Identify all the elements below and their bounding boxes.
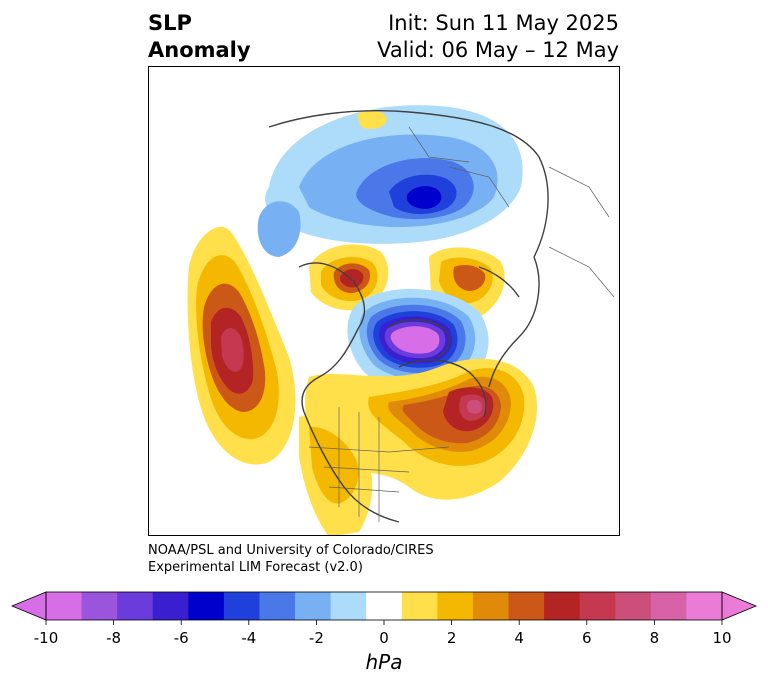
colorbar-segment: [437, 592, 474, 620]
colorbar-segment: [81, 592, 118, 620]
colorbar-segment: [615, 592, 652, 620]
colorbar-segment: [330, 592, 367, 620]
map-canvas: [187, 105, 615, 535]
colorbar: [10, 591, 758, 625]
map-dates: Init: Sun 11 May 2025 Valid: 06 May – 12…: [377, 10, 619, 64]
colorbar-tick-label: 4: [514, 629, 524, 647]
colorbar-segment: [401, 592, 438, 620]
colorbar-segment: [650, 592, 687, 620]
init-date: Init: Sun 11 May 2025: [388, 11, 619, 35]
colorbar-ticks: [45, 620, 723, 625]
colorbar-segment: [188, 592, 225, 620]
colorbar-tick-label: -4: [241, 629, 257, 647]
colorbar-segment: [117, 592, 154, 620]
colorbar-segment: [259, 592, 296, 620]
colorbar-segment: [472, 592, 510, 620]
anomaly-pos-barents-4: [339, 269, 364, 288]
anomaly-pos-atlantic-7: [466, 399, 482, 414]
colorbar-tick-label: 8: [649, 629, 660, 647]
colorbar-segment: [295, 592, 332, 620]
colorbar-over-arrow: [721, 591, 758, 621]
credit-text: NOAA/PSL and University of Colorado/CIRE…: [148, 542, 434, 576]
colorbar-tick-label: 10: [712, 629, 732, 647]
colorbar-segment: [366, 592, 403, 620]
colorbar-segment: [579, 592, 616, 620]
title-variable-line2: Anomaly: [148, 38, 251, 62]
anomaly-pos-siberian-3: [453, 265, 486, 291]
colorbar-segment: [686, 592, 723, 620]
anomaly-pos-small-top: [357, 110, 387, 129]
anomaly-neg-west: [257, 201, 301, 257]
colorbar-tick-label: -10: [33, 629, 59, 647]
title-variable-line1: SLP: [148, 11, 192, 35]
borders: [308, 126, 615, 522]
colorbar-label: hPa: [365, 650, 403, 674]
slp-anomaly-map: [148, 66, 620, 536]
colorbar-under-arrow: [10, 591, 47, 621]
credit-line1: NOAA/PSL and University of Colorado/CIRE…: [148, 543, 434, 558]
coastlines: [268, 109, 549, 523]
colorbar-segments: [46, 592, 723, 620]
colorbar-segment: [223, 592, 260, 620]
valid-period: Valid: 06 May – 12 May: [377, 38, 619, 62]
colorbar-tick-label: 6: [582, 629, 592, 647]
anomaly-neg-arctic-7: [390, 326, 440, 354]
colorbar-tick-label: -2: [308, 629, 324, 647]
colorbar-tick-label: 2: [446, 629, 457, 647]
map-title: SLP Anomaly: [148, 10, 251, 64]
colorbar-segment: [508, 592, 545, 620]
colorbar-tick-label: 0: [379, 629, 389, 647]
anomaly-pos-pacific-5: [221, 328, 244, 372]
credit-line2: Experimental LIM Forecast (v2.0): [148, 560, 363, 575]
colorbar-tick-label: -6: [173, 629, 189, 647]
colorbar-segment: [544, 592, 581, 620]
anomaly-neg-eurasia-5: [406, 186, 442, 209]
colorbar-tick-label: -8: [106, 629, 122, 647]
colorbar-segment: [46, 592, 83, 620]
anomaly-pos-eastern-na-2: [309, 426, 359, 504]
colorbar-segment: [152, 592, 189, 620]
